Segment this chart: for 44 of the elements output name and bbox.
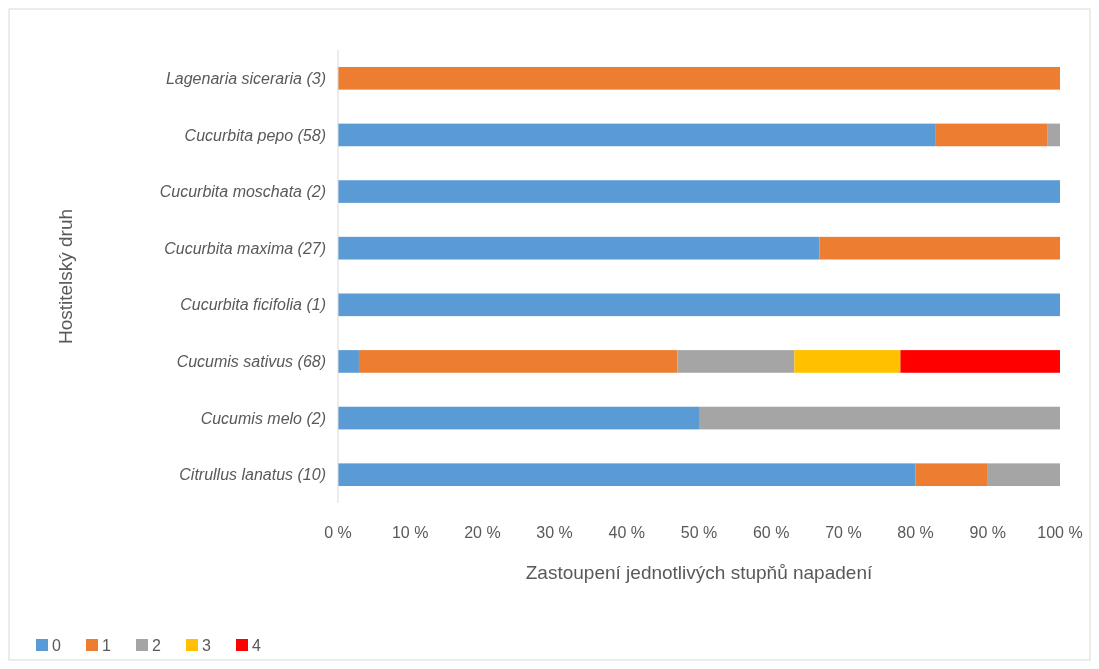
- bar: [935, 123, 1048, 147]
- y-axis-title: Hostitelský druh: [55, 208, 76, 345]
- bar: [338, 350, 359, 373]
- y-tick-label: Citrullus lanatus (10): [179, 466, 326, 484]
- legend-label: 3: [202, 636, 211, 654]
- bar: [338, 236, 820, 260]
- y-tick-label: Cucurbita ficifolia (1): [180, 296, 326, 314]
- x-axis-title: Zastoupení jednotlivých stupňů napadení: [525, 562, 873, 583]
- bar: [338, 66, 1060, 90]
- bar: [338, 463, 916, 487]
- bar: [338, 406, 699, 430]
- bar: [358, 350, 678, 373]
- bar: [677, 350, 795, 373]
- legend-label: 4: [252, 636, 261, 654]
- y-tick-label: Cucumis sativus (68): [176, 353, 326, 371]
- x-tick-label: 70 %: [825, 524, 862, 541]
- y-tick-label: Cucurbita pepo (58): [184, 126, 326, 144]
- bar: [794, 350, 901, 373]
- bar: [819, 236, 1060, 260]
- y-tick-label: Cucurbita maxima (27): [164, 239, 326, 257]
- x-tick-label: 30 %: [536, 524, 573, 541]
- x-tick-label: 10 %: [391, 524, 429, 541]
- bar: [900, 350, 1060, 373]
- bar: [338, 180, 1060, 203]
- legend-label: 2: [152, 636, 161, 654]
- x-tick-label: 50 %: [680, 524, 718, 541]
- x-tick-label: 100 %: [1037, 524, 1083, 541]
- y-tick-label: Cucurbita moschata (2): [159, 183, 326, 201]
- bar: [699, 406, 1060, 430]
- bar: [338, 293, 1060, 317]
- bar: [1047, 123, 1060, 147]
- x-tick-label: 60 %: [752, 524, 790, 541]
- legend-label: 0: [52, 636, 61, 654]
- y-tick-label: Lagenaria siceraria (3): [165, 69, 326, 87]
- legend-label: 1: [102, 636, 111, 654]
- x-tick-label: 20 %: [464, 524, 501, 541]
- bar: [915, 463, 988, 487]
- x-tick-label: 40 %: [608, 524, 646, 541]
- x-tick-label: 80 %: [897, 524, 934, 541]
- bar: [987, 463, 1060, 487]
- y-tick-label: Cucumis melo (2): [200, 409, 326, 427]
- x-tick-label: 90 %: [969, 524, 1007, 541]
- x-tick-label: 0 %: [324, 524, 352, 541]
- bar: [338, 123, 936, 147]
